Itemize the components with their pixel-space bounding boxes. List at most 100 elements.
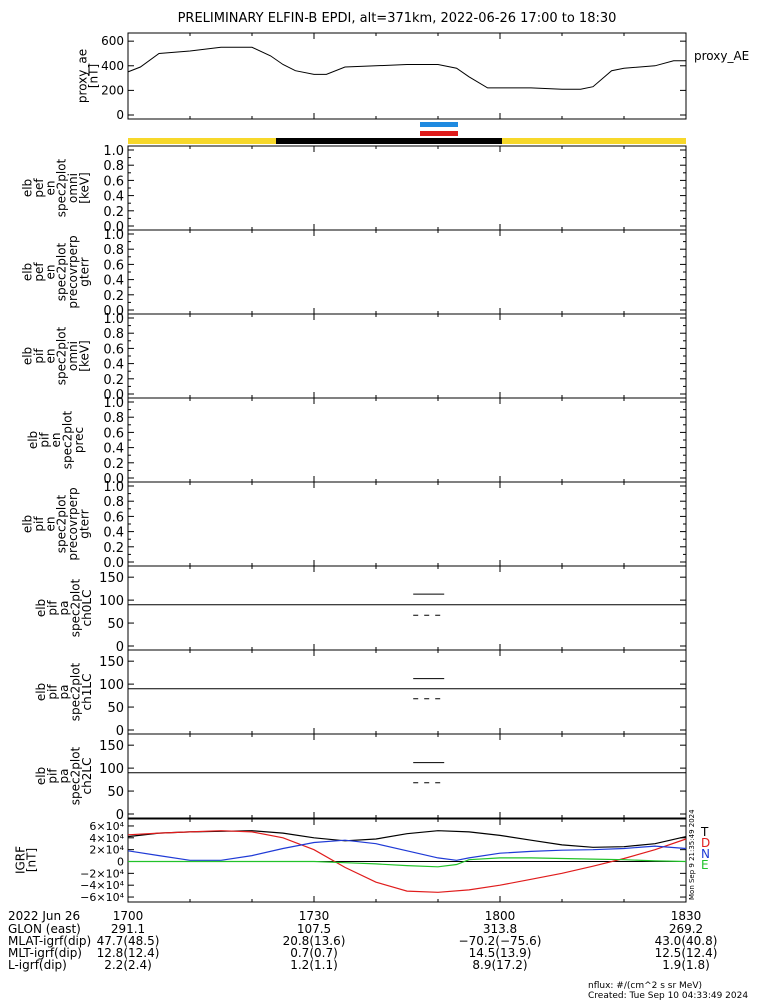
spec-panel-4: 1.00.80.60.40.20.0 elbpifenspec2plotprec	[26, 396, 687, 487]
ylabel-text: elbpifenspec2plotprec	[26, 410, 86, 469]
pa-ytick-label: 50	[107, 701, 124, 716]
footer-row-value: 1.2(1.1)	[290, 958, 338, 972]
footer-row-value: −70.2(−75.6)	[459, 934, 542, 948]
ylabel-line: gterr	[78, 509, 92, 538]
igrf-ytick-label: 0	[117, 856, 124, 869]
ylabel-text: elbpifpaspec2plotch1LC	[34, 662, 94, 721]
ylabel-line: en	[43, 265, 57, 280]
spec-ytick-label: 0.2	[103, 541, 124, 556]
ylabel-line: pif	[46, 768, 60, 784]
pa-panel-1: 150 100 50 0 elbpifpaspec2plotch0LC	[34, 565, 687, 655]
igrf-legend-D: D	[701, 836, 710, 850]
footer-row-label: MLT-igrf(dip)	[8, 946, 82, 960]
ylabel-line: IGRF	[13, 846, 27, 874]
ylabel-line: omni	[66, 341, 80, 371]
spec-ytick-label: 0.8	[103, 159, 124, 174]
ylabel-line: pa	[57, 685, 71, 700]
pa-ytick-label: 100	[99, 678, 124, 693]
ylabel-text: elbpefenspec2plotomni[keV]	[21, 158, 92, 217]
ylabel-line: en	[43, 181, 57, 196]
footer-row-value: 269.2	[669, 922, 703, 936]
ylabel-line: [keV]	[78, 340, 92, 371]
ylabel-line: pif	[32, 348, 46, 364]
ylabel-line: spec2plot	[55, 158, 69, 217]
ylabel-line: spec2plot	[68, 746, 82, 805]
ylabel-text: elbpefenspec2plotprecovrperpgterr	[21, 235, 92, 308]
eclipse-bar	[276, 138, 502, 144]
ylabel-line: spec2plot	[55, 242, 69, 301]
ylabel-text: elbpifenspec2plotomni[keV]	[21, 326, 92, 385]
spec-ytick-label: 0.4	[103, 526, 124, 541]
spec-ytick-label: 0.2	[103, 289, 124, 304]
ylabel-text: elbpifpaspec2plotch2LC	[34, 746, 94, 805]
igrf-series-D	[127, 830, 687, 893]
ibo-blue-marker	[420, 122, 458, 127]
sunlit-bar-left	[128, 138, 276, 144]
ylabel-line: prec	[72, 427, 86, 453]
igrf-legend-N: N	[701, 847, 710, 861]
spec-frame	[127, 145, 687, 231]
spec-ytick-label: 0.8	[103, 495, 124, 510]
igrf-ytick-label: 2×10⁴	[89, 844, 124, 857]
spec-frame	[127, 481, 687, 567]
ylabel-line: elb	[21, 179, 35, 197]
footer-row-value: 14.5(13.9)	[469, 946, 532, 960]
ylabel-line: en	[49, 433, 63, 448]
ylabel-line: precovrperp	[66, 235, 80, 308]
spec-ytick-label: 0.6	[103, 426, 124, 441]
spec-ytick-label: 1.0	[103, 480, 124, 495]
spec-ytick-label: 0.6	[103, 174, 124, 189]
spec-panel-5: 1.00.80.60.40.20.0 elbpifenspec2plotpreco…	[21, 480, 687, 571]
spec-frame	[127, 397, 687, 483]
sunlit-bar-right	[502, 138, 686, 144]
igrf-series-T	[127, 830, 687, 848]
footer-row-value: 8.9(17.2)	[472, 958, 527, 972]
pa-frame	[127, 733, 687, 819]
ylabel-line: pef	[32, 178, 46, 198]
ylabel-line: elb	[34, 599, 48, 617]
spec-ytick-label: 1.0	[103, 312, 124, 327]
igrf-series-N	[127, 839, 687, 861]
figure-title: PRELIMINARY ELFIN-B EPDI, alt=371km, 202…	[178, 11, 617, 26]
igrf-ytick-label: 6×10⁴	[89, 820, 124, 833]
footer-row-value: 313.8	[483, 922, 517, 936]
footer-time-tick: 1830	[671, 909, 702, 923]
pa-panel-3: 150 100 50 0 elbpifpaspec2plotch2LC	[34, 733, 687, 823]
ylabel-line: [keV]	[78, 172, 92, 203]
footer-time-tick: 1800	[485, 909, 516, 923]
pa-ytick-label: 0	[116, 724, 124, 739]
footer-row-value: 12.8(12.4)	[97, 946, 160, 960]
footer-row-value: 291.1	[111, 922, 145, 936]
ylabel-line: spec2plot	[55, 494, 69, 553]
footer-time-tick: 1700	[113, 909, 144, 923]
spec-ytick-label: 0.0	[103, 556, 124, 571]
side-timestamp: Mon Sep 9 21:35:49 2024	[688, 809, 696, 900]
proxy-ytick-label: 600	[101, 34, 124, 48]
ylabel-line: pef	[32, 262, 46, 282]
ylabel-line: elb	[34, 683, 48, 701]
igrf-legend-T: T	[700, 825, 709, 839]
spec-panel-1: 1.00.80.60.40.20.0 elbpefenspec2plotomni[…	[21, 144, 687, 235]
ylabel-line: pa	[57, 769, 71, 784]
pa-frame	[127, 649, 687, 735]
pa-ytick-label: 100	[99, 762, 124, 777]
igrf-series-E	[128, 857, 687, 868]
spec-ytick-label: 0.4	[103, 358, 124, 373]
spec-ytick-label: 0.0	[103, 304, 124, 319]
nflux-units: nflux: #/(cm^2 s sr MeV)	[588, 981, 702, 991]
proxy-ae-frame	[127, 32, 687, 120]
footer-time-tick: 1730	[299, 909, 330, 923]
ylabel-line: pif	[38, 432, 52, 448]
pa-ytick-label: 150	[99, 655, 124, 670]
pa-ytick-label: 50	[107, 617, 124, 632]
pa-frame	[127, 565, 687, 651]
ylabel-line: ch0LC	[80, 590, 94, 627]
ylabel-line: [nT]	[25, 848, 39, 872]
spec-ytick-label: 0.4	[103, 274, 124, 289]
footer-row-value: 2.2(2.4)	[104, 958, 152, 972]
igrf-lines	[127, 830, 687, 893]
ylabel-line: pif	[46, 684, 60, 700]
